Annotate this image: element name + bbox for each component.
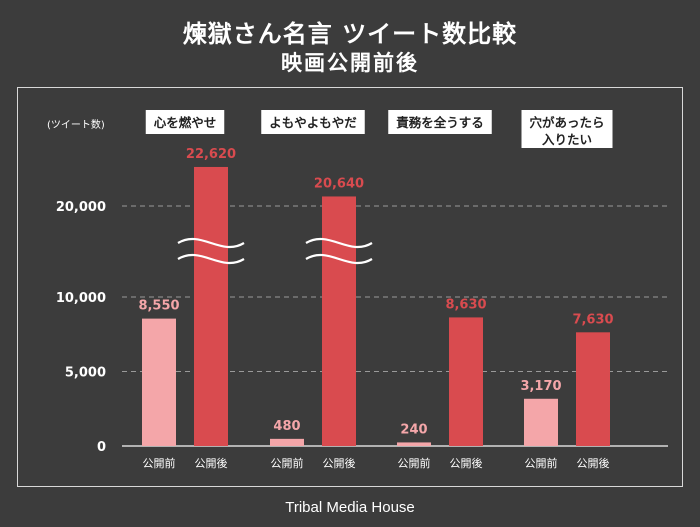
chart-subtitle: 映画公開前後 — [281, 51, 419, 75]
x-tick-label: 公開前 — [525, 456, 558, 470]
bar — [449, 317, 483, 446]
y-axis-label: (ツイート数) — [47, 118, 105, 131]
bar — [270, 438, 304, 446]
x-tick-label: 公開後 — [450, 456, 483, 470]
group-label-box — [261, 110, 365, 134]
chart-frame — [17, 87, 683, 487]
bar — [142, 318, 176, 446]
data-label: 3,170 — [520, 379, 561, 394]
group-label-box — [145, 110, 225, 134]
bar — [397, 442, 431, 446]
axis-break-mark — [305, 253, 373, 265]
axis-break-mark — [177, 253, 245, 265]
group-label: よもやよもやだ — [269, 115, 357, 130]
x-tick-label: 公開前 — [143, 456, 176, 470]
footer-credit: Tribal Media House — [285, 499, 415, 516]
group-label-box — [388, 110, 492, 134]
y-tick-label: 20,000 — [56, 200, 106, 215]
x-tick-label: 公開後 — [323, 456, 356, 470]
data-label: 480 — [273, 419, 300, 434]
data-label: 7,630 — [572, 312, 613, 327]
group-label: 心を燃やせ — [154, 115, 217, 130]
data-label: 240 — [400, 422, 427, 437]
x-tick-label: 公開後 — [195, 456, 228, 470]
data-label: 8,550 — [138, 299, 179, 314]
x-tick-label: 公開前 — [398, 456, 431, 470]
x-tick-label: 公開前 — [271, 456, 304, 470]
data-label: 20,640 — [314, 176, 364, 191]
y-tick-label: 0 — [97, 440, 106, 455]
bar — [576, 332, 610, 446]
group-label: 入りたい — [542, 132, 592, 147]
axis-break-mark — [305, 237, 373, 249]
axis-break-mark — [177, 237, 245, 249]
data-label: 22,620 — [186, 147, 236, 162]
group-label: 穴があったら — [529, 115, 604, 130]
chart-title: 煉獄さん名言 ツイート数比較 — [182, 20, 518, 48]
x-tick-label: 公開後 — [577, 456, 610, 470]
bar — [524, 398, 558, 446]
data-label: 8,630 — [445, 297, 486, 312]
group-label-box — [521, 110, 613, 148]
y-tick-label: 5,000 — [65, 366, 106, 381]
bar — [322, 196, 356, 446]
y-tick-label: 10,000 — [56, 291, 106, 306]
group-label: 責務を全うする — [396, 115, 484, 130]
bar — [194, 166, 228, 446]
